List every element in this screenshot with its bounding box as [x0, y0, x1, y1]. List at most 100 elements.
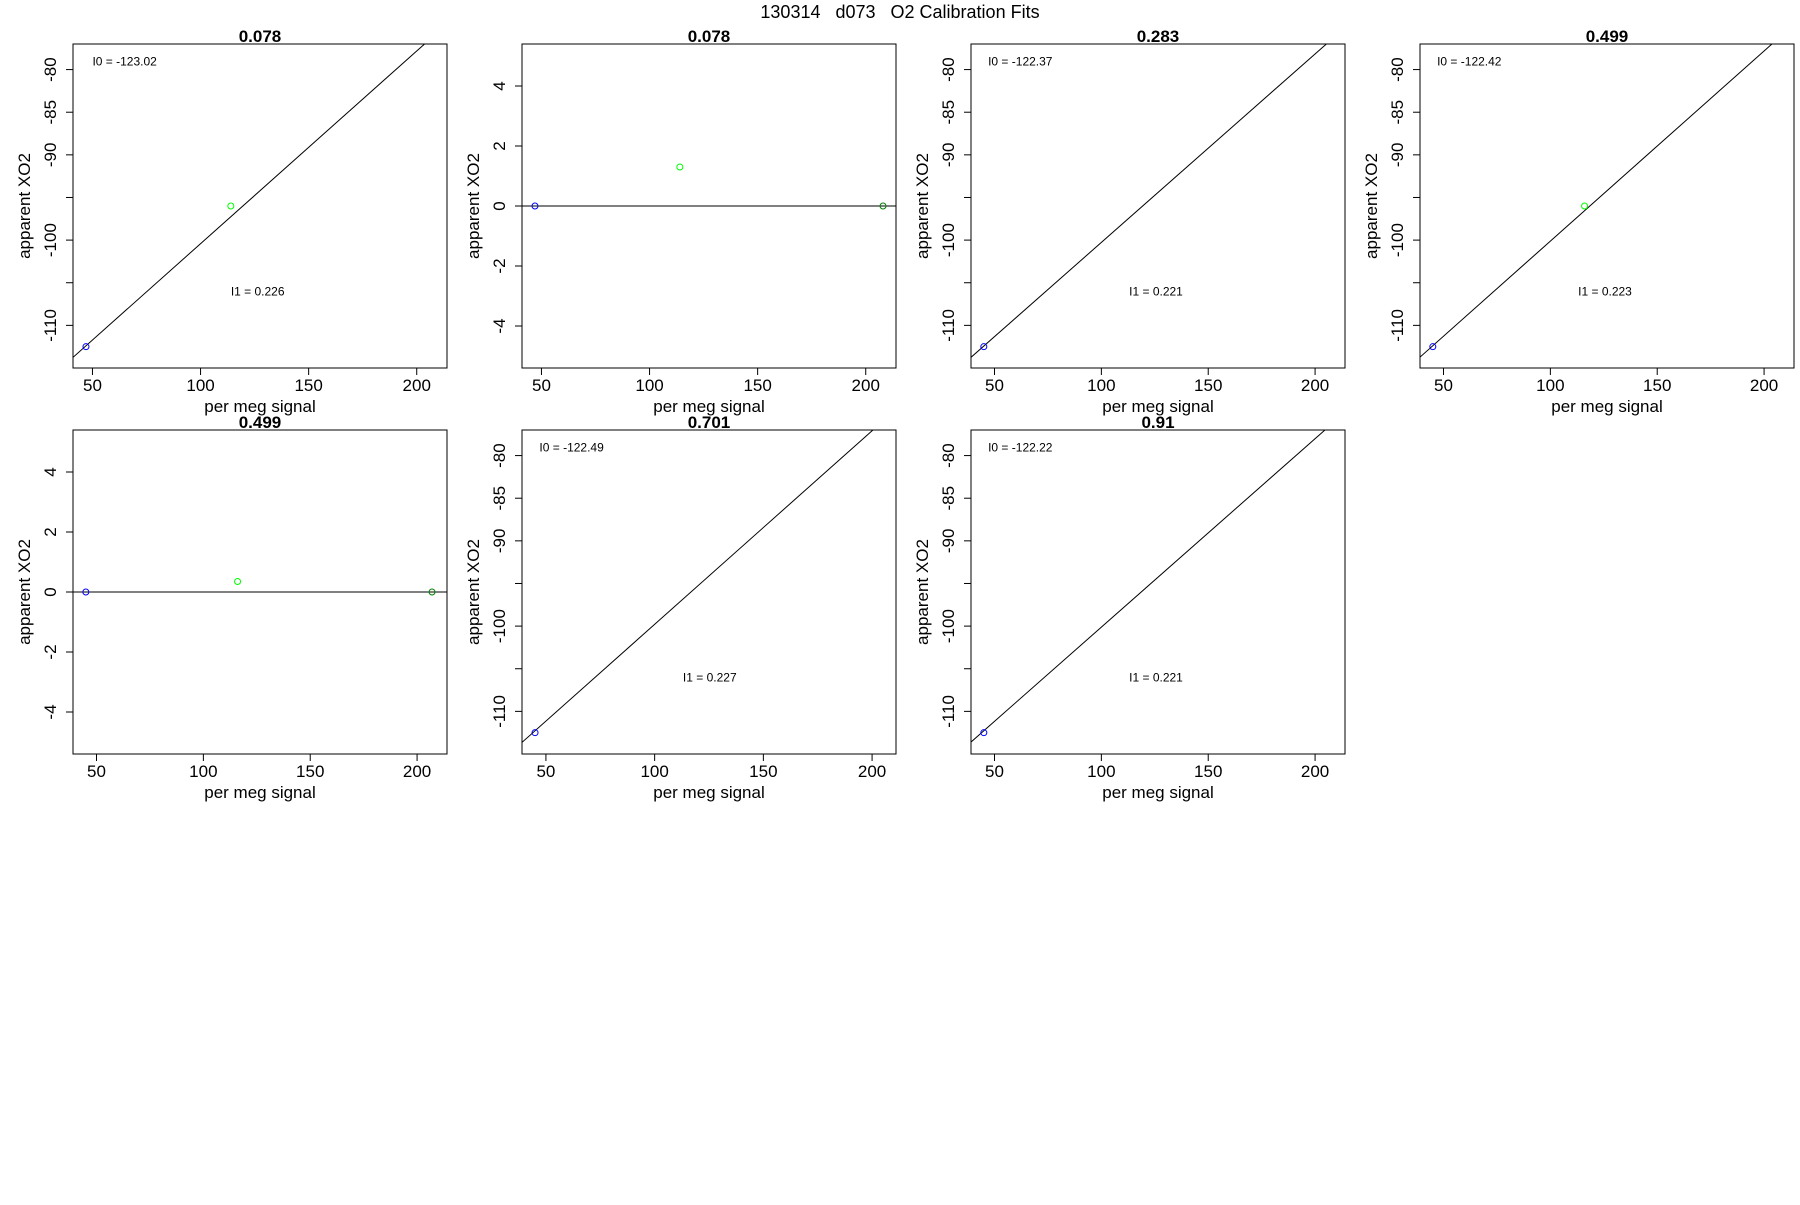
fit-annotation: I1 = 0.221: [1129, 671, 1183, 685]
x-tick-label: 150: [294, 376, 322, 395]
plot-data-area: [971, 37, 1333, 359]
y-axis-label: apparent XO2: [15, 153, 34, 259]
y-axis-label: apparent XO2: [464, 539, 483, 645]
y-tick-label: 4: [490, 81, 509, 90]
y-tick-label: -85: [41, 100, 60, 125]
fit-annotation: I1 = 0.226: [231, 285, 285, 299]
fit-annotation: I1 = 0.223: [1578, 285, 1632, 299]
x-axis-label: per meg signal: [1102, 783, 1214, 802]
data-point: [531, 202, 539, 210]
x-axis-label: per meg signal: [653, 397, 765, 416]
y-tick-label: -80: [490, 443, 509, 468]
x-tick-label: 100: [640, 762, 668, 781]
x-tick-label: 150: [749, 762, 777, 781]
data-point: [428, 588, 436, 596]
data-point: [876, 423, 882, 429]
data-point: [980, 343, 988, 351]
data-point: [676, 163, 684, 171]
y-tick-label: -90: [939, 143, 958, 168]
y-tick-label: -85: [490, 486, 509, 511]
y-tick-label: -100: [939, 609, 958, 643]
y-tick-label: -100: [939, 223, 958, 257]
y-tick-label: -4: [490, 318, 509, 333]
x-axis-label: per meg signal: [204, 397, 316, 416]
plot-frame: [970, 429, 1346, 755]
y-tick-label: -90: [939, 529, 958, 554]
x-tick-label: 150: [1194, 376, 1222, 395]
y-tick-label: -2: [41, 644, 60, 659]
fit-line: [73, 44, 426, 359]
y-tick-label: -80: [939, 443, 958, 468]
plot-title: 0.078: [239, 27, 282, 46]
y-tick-label: 0: [490, 201, 509, 210]
x-tick-label: 200: [403, 376, 431, 395]
x-tick-label: 150: [743, 376, 771, 395]
x-tick-label: 100: [1087, 376, 1115, 395]
plot-data-area: [1420, 37, 1782, 358]
y-tick-label: 2: [41, 527, 60, 536]
plot-data-area: [522, 163, 896, 210]
y-tick-label: -100: [41, 223, 60, 257]
y-tick-label: -100: [490, 609, 509, 643]
x-tick-label: 50: [87, 762, 106, 781]
x-tick-label: 100: [635, 376, 663, 395]
x-tick-label: 100: [189, 762, 217, 781]
x-tick-label: 50: [1434, 376, 1453, 395]
y-axis-label: apparent XO2: [15, 539, 34, 645]
y-tick-label: -80: [41, 57, 60, 82]
y-tick-label: -85: [939, 486, 958, 511]
data-point: [82, 343, 90, 351]
plot-data-area: [971, 430, 1326, 743]
fit-annotation: I0 = -122.42: [1437, 54, 1502, 68]
y-tick-label: -4: [41, 704, 60, 719]
data-point: [1776, 37, 1782, 43]
x-tick-label: 200: [858, 762, 886, 781]
fit-annotation: I0 = -122.49: [539, 440, 604, 454]
x-tick-label: 50: [985, 376, 1004, 395]
plot-title: 0.91: [1141, 413, 1174, 432]
plot-title: 0.283: [1137, 27, 1180, 46]
x-tick-label: 100: [186, 376, 214, 395]
fit-annotation: I1 = 0.227: [683, 671, 737, 685]
plot-data-area: [73, 578, 447, 596]
y-tick-label: -80: [939, 57, 958, 82]
plot-panel-6: 0.701 50 100 150 200 per meg signal -110 -100 -9…: [464, 413, 897, 802]
x-tick-label: 50: [532, 376, 551, 395]
y-tick-label: -85: [939, 100, 958, 125]
plot-panel-2: 0.078 50 100 150 200 per meg signal -4 -2 0 2 4 app…: [464, 27, 897, 416]
x-axis-label: per meg signal: [653, 783, 765, 802]
data-point: [879, 202, 887, 210]
x-tick-label: 150: [296, 762, 324, 781]
data-point: [1581, 202, 1589, 210]
plot-frame: [970, 43, 1346, 369]
plot-data-area: [522, 423, 882, 744]
plot-panel-7: 0.91 50 100 150 200 per meg signal -110 -100 -90…: [913, 413, 1346, 802]
y-axis-label: apparent XO2: [1362, 153, 1381, 259]
x-tick-label: 200: [1301, 376, 1329, 395]
data-point: [431, 37, 437, 43]
y-tick-label: -110: [939, 695, 958, 728]
y-tick-label: -90: [41, 143, 60, 168]
y-tick-label: -2: [490, 258, 509, 273]
data-point: [1327, 37, 1333, 43]
y-tick-label: -80: [1388, 57, 1407, 82]
x-tick-label: 200: [403, 762, 431, 781]
y-tick-label: 0: [41, 587, 60, 596]
x-tick-label: 200: [852, 376, 880, 395]
plot-frame: [521, 429, 897, 755]
y-axis-label: apparent XO2: [913, 539, 932, 645]
plot-panel-4: 0.499 50 100 150 200 per meg signal -110 -100 -9…: [1362, 27, 1795, 416]
plot-panel-1: 0.078 50 100 150 200 per meg signal -110 -100 -9…: [15, 27, 448, 416]
plot-panel-5: 0.499 50 100 150 200 per meg signal -4 -2 0 2 4 app…: [15, 413, 448, 802]
plot-title: 0.701: [688, 413, 731, 432]
plot-title: 0.499: [239, 413, 282, 432]
data-point: [227, 202, 235, 210]
x-tick-label: 150: [1643, 376, 1671, 395]
fit-annotation: I0 = -122.22: [988, 440, 1053, 454]
x-tick-label: 100: [1536, 376, 1564, 395]
fit-line: [971, 430, 1326, 743]
x-tick-label: 50: [985, 762, 1004, 781]
figure-title: 130314 d073 O2 Calibration Fits: [760, 2, 1040, 22]
